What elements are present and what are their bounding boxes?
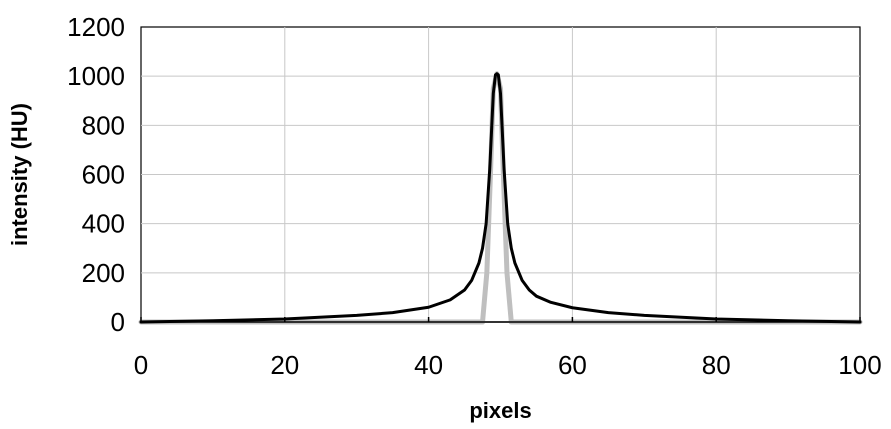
- x-axis-title: pixels: [469, 398, 531, 423]
- y-tick-label: 600: [82, 160, 125, 190]
- gridlines: [141, 27, 860, 322]
- x-tick-label: 100: [838, 350, 881, 380]
- x-tick-label: 80: [702, 350, 731, 380]
- x-axis-ticks: 0 20 40 60 80 100: [134, 317, 882, 380]
- y-tick-label: 200: [82, 258, 125, 288]
- series-layer: [138, 71, 863, 325]
- y-axis-title: intensity (HU): [7, 103, 32, 246]
- y-axis-ticks: 0 200 400 600 800 1000 1200: [67, 12, 125, 337]
- y-tick-label: 1000: [67, 61, 125, 91]
- y-tick-label: 1200: [67, 12, 125, 42]
- y-tick-label: 0: [111, 307, 125, 337]
- x-tick-label: 0: [134, 350, 148, 380]
- y-tick-label: 800: [82, 110, 125, 140]
- x-tick-label: 60: [558, 350, 587, 380]
- x-tick-label: 40: [414, 350, 443, 380]
- x-tick-label: 20: [270, 350, 299, 380]
- black-profile-line: [139, 72, 862, 324]
- y-tick-label: 400: [82, 209, 125, 239]
